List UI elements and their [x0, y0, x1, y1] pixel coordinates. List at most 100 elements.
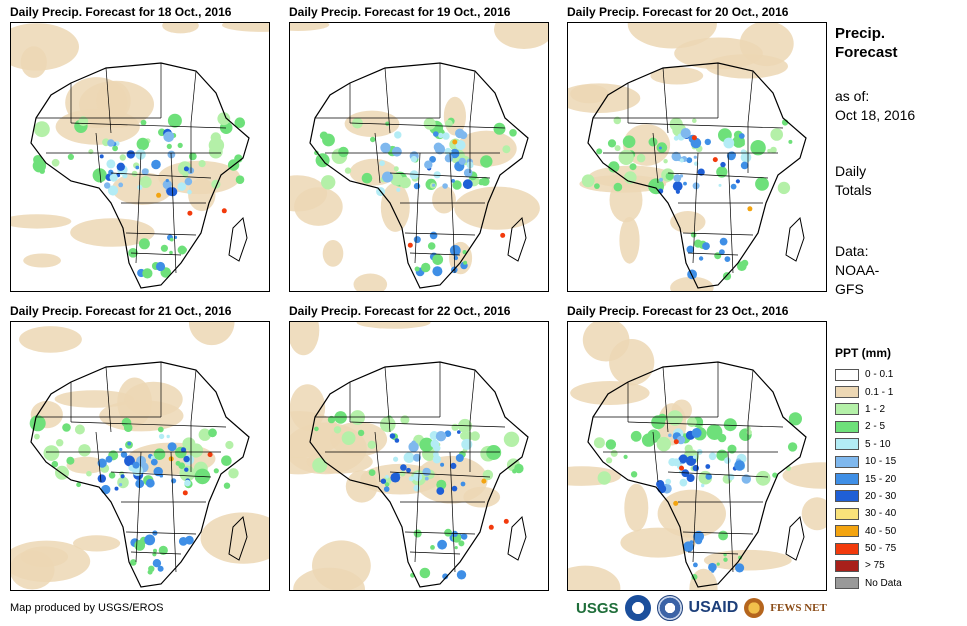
country-border: [95, 431, 102, 483]
heavy-rain-cell: [184, 467, 189, 472]
moderate-rain-cell: [166, 143, 172, 149]
rain-cell: [181, 247, 187, 253]
heavy-rain-cell: [718, 183, 722, 187]
moderate-rain-cell: [108, 472, 116, 479]
africa-precip-map: [567, 22, 827, 292]
moderate-rain-cell: [613, 116, 622, 125]
africa-precip-map: [10, 321, 270, 591]
rain-cell: [683, 541, 694, 552]
moderate-rain-cell: [334, 411, 347, 424]
moderate-rain-cell: [706, 424, 723, 440]
extreme-rain-cell: [488, 524, 494, 530]
heavy-rain-cell: [450, 462, 457, 469]
moderate-rain-cell: [313, 460, 322, 469]
moderate-rain-cell: [662, 144, 667, 150]
heavy-rain-cell: [101, 484, 111, 495]
country-border: [727, 451, 734, 573]
moderate-rain-cell: [322, 133, 335, 147]
legend-label: 1 - 2: [865, 403, 886, 415]
country-border: [409, 252, 461, 256]
heavy-rain-cell: [165, 178, 169, 183]
heavy-rain-cell: [708, 452, 717, 461]
rain-cell: [178, 537, 188, 546]
moderate-rain-cell: [622, 135, 636, 148]
moderate-rain-cell: [636, 153, 646, 163]
extreme-rain-cell: [673, 439, 679, 445]
legend-label: > 75: [865, 560, 885, 572]
rain-cell: [693, 562, 698, 568]
rain-cell: [458, 540, 465, 547]
madagascar-outline: [507, 515, 527, 561]
heavy-rain-cell: [396, 187, 401, 192]
legend-title: PPT (mm): [835, 346, 892, 360]
moderate-rain-cell: [131, 170, 138, 177]
heavy-rain-cell: [187, 189, 192, 195]
light-rain-area: [54, 390, 135, 408]
moderate-rain-cell: [177, 142, 183, 148]
panel-title: Daily Precip. Forecast for 19 Oct., 2016: [289, 5, 511, 19]
moderate-rain-cell: [623, 454, 628, 459]
moderate-rain-cell: [235, 175, 245, 184]
moderate-rain-cell: [157, 426, 164, 433]
rain-cell: [693, 239, 703, 248]
country-border: [190, 369, 197, 423]
africa-precip-map: [10, 22, 270, 292]
heavy-rain-cell: [120, 451, 128, 458]
moderate-rain-cell: [593, 437, 605, 449]
heavy-rain-cell: [435, 431, 447, 442]
extreme-rain-cell: [221, 208, 227, 214]
heavy-rain-cell: [740, 149, 747, 155]
moderate-rain-cell: [630, 430, 642, 442]
moderate-rain-cell: [344, 167, 352, 174]
africa-coastline: [309, 62, 529, 289]
usaid-logo: USAID: [688, 599, 739, 616]
data-label: Data:: [835, 243, 869, 259]
light-rain-area: [11, 23, 79, 71]
heavy-rain-cell: [119, 483, 123, 487]
heavy-rain-cell: [720, 161, 726, 168]
heavy-rain-cell: [679, 174, 684, 178]
rain-cell: [718, 530, 728, 541]
rain-cell: [413, 529, 422, 538]
heavy-rain-cell: [122, 173, 128, 179]
madagascar-outline: [228, 515, 248, 561]
moderate-rain-cell: [723, 418, 737, 432]
country-border: [414, 451, 421, 563]
heavy-rain-cell: [119, 447, 123, 452]
heavy-rain-cell: [442, 132, 450, 140]
moderate-rain-cell: [770, 128, 783, 141]
heavy-rain-cell: [668, 433, 672, 438]
heavy-rain-cell: [741, 474, 751, 484]
light-rain-area: [353, 273, 388, 291]
heavy-rain-cell: [457, 430, 461, 434]
heavy-rain-cell: [705, 473, 712, 480]
moderate-rain-cell: [140, 119, 147, 126]
heavy-rain-cell: [451, 179, 455, 183]
heavy-rain-cell: [109, 173, 118, 182]
heavy-rain-cell: [672, 458, 680, 467]
moderate-rain-cell: [493, 122, 506, 135]
heavy-rain-cell: [413, 182, 421, 190]
light-rain-area: [322, 240, 344, 267]
moderate-rain-cell: [321, 175, 336, 190]
heavy-rain-cell: [705, 464, 711, 469]
moderate-rain-cell: [686, 417, 697, 428]
heavy-rain-cell: [463, 168, 473, 178]
heavy-rain-cell: [106, 159, 116, 169]
moderate-rain-cell: [368, 469, 376, 476]
moderate-rain-cell: [29, 415, 46, 432]
light-rain-area: [619, 216, 640, 264]
light-rain-area: [188, 178, 216, 212]
heavy-rain-cell: [413, 484, 420, 492]
rain-cell: [686, 245, 695, 254]
moderate-rain-cell: [34, 121, 50, 138]
rain-cell: [702, 242, 710, 251]
heavy-rain-cell: [434, 144, 446, 155]
light-rain-area: [494, 23, 548, 49]
panel-title: Daily Precip. Forecast for 18 Oct., 2016: [10, 5, 232, 19]
sidebar-title-line1: Precip.: [835, 25, 886, 42]
heavy-rain-cell: [665, 478, 672, 485]
moderate-rain-cell: [178, 462, 185, 469]
moderate-rain-cell: [367, 440, 376, 449]
rain-cell: [719, 249, 725, 256]
